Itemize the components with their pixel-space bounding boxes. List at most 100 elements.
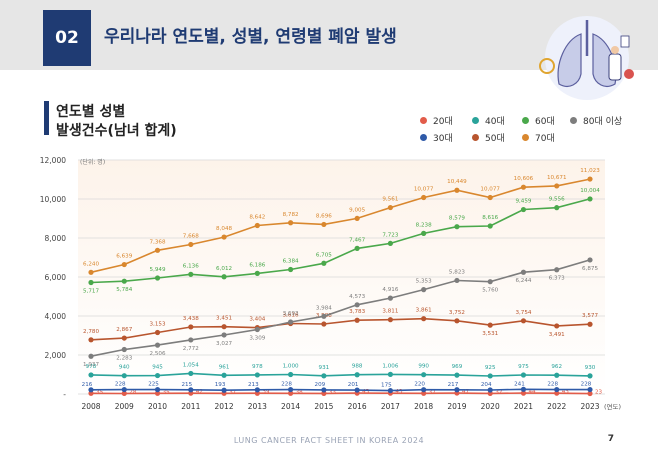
- data-point: [354, 372, 360, 378]
- data-label: 228: [281, 382, 292, 388]
- data-label: 8,579: [449, 216, 465, 222]
- data-label: 925: [485, 365, 496, 371]
- data-point: [321, 221, 327, 228]
- data-label: 3,811: [382, 309, 398, 315]
- chart-subtitle-line2: 발생건수(남녀 합계): [56, 123, 177, 139]
- data-label: 228: [581, 382, 592, 388]
- data-label: 32: [495, 389, 502, 395]
- data-label: 2,283: [116, 355, 132, 361]
- series-line: [90, 372, 591, 377]
- data-point: [354, 215, 360, 222]
- legend-label: 80대 이상: [583, 117, 623, 127]
- data-point: [288, 266, 294, 273]
- data-point: [88, 353, 94, 359]
- legend-swatch: [420, 134, 427, 141]
- data-label: 228: [547, 382, 558, 388]
- y-tick-label: 4,000: [45, 312, 67, 321]
- data-point: [221, 332, 227, 338]
- data-label: 6,875: [582, 266, 598, 272]
- y-tick-label: -: [63, 390, 66, 399]
- data-point: [254, 326, 260, 333]
- data-point: [554, 183, 560, 189]
- data-label: 3,404: [249, 317, 265, 323]
- data-label: 37: [429, 389, 437, 395]
- data-label: 945: [152, 365, 163, 371]
- data-point: [554, 323, 560, 329]
- data-label: 1,937: [83, 362, 99, 368]
- y-tick-label: 8,000: [45, 234, 67, 243]
- legend-swatch: [420, 117, 427, 124]
- data-point: [121, 346, 127, 353]
- data-label: 8,782: [283, 212, 299, 218]
- data-label: 5,823: [449, 269, 465, 275]
- y-tick-label: 2,000: [45, 351, 67, 360]
- y-tick-label: 6,000: [45, 273, 67, 282]
- footer-text: LUNG CANCER FACT SHEET IN KOREA 2024: [233, 436, 425, 445]
- page-number: 7: [607, 434, 614, 444]
- legend-item: 60대: [522, 114, 555, 127]
- data-label: 3,984: [316, 305, 332, 311]
- x-unit-label: (연도): [604, 403, 621, 411]
- data-point: [188, 271, 194, 277]
- x-tick-label: 2018: [414, 402, 433, 411]
- data-point: [121, 373, 127, 379]
- data-point: [587, 321, 593, 327]
- data-point: [221, 324, 227, 330]
- data-label: 175: [381, 383, 392, 389]
- data-label: 975: [518, 364, 529, 370]
- legend-swatch: [472, 134, 479, 141]
- data-point: [387, 204, 393, 211]
- data-label: 209: [315, 382, 326, 388]
- data-label: 3,491: [549, 332, 565, 338]
- data-label: 43: [562, 389, 570, 395]
- data-label: 204: [481, 382, 492, 388]
- data-point: [487, 387, 493, 393]
- data-point: [554, 386, 560, 393]
- data-label: 4,573: [349, 294, 365, 300]
- legend-swatch: [472, 117, 479, 124]
- magnifier-icon: [539, 58, 555, 74]
- lung-left-icon: [557, 33, 582, 87]
- legend-label: 20대: [433, 117, 453, 127]
- data-label: 9,005: [349, 207, 365, 213]
- data-label: 940: [119, 365, 130, 371]
- data-label: 1,006: [382, 363, 398, 369]
- data-label: 930: [585, 365, 596, 371]
- data-label: 2,780: [83, 329, 99, 335]
- data-label: 5,784: [116, 287, 132, 293]
- data-point: [421, 194, 427, 201]
- data-point: [554, 372, 560, 378]
- subtitle-accent-bar: [44, 101, 49, 135]
- data-label: 6,012: [216, 266, 232, 272]
- data-point: [520, 386, 527, 392]
- data-label: 201: [348, 382, 359, 388]
- data-point: [321, 260, 327, 266]
- data-point: [154, 342, 161, 348]
- data-point: [487, 373, 493, 379]
- data-label: 10,449: [447, 179, 467, 185]
- data-label: 228: [115, 382, 126, 388]
- data-label: 7,368: [150, 239, 166, 245]
- data-point: [454, 277, 460, 284]
- data-point: [88, 387, 94, 393]
- data-label: 3,309: [249, 335, 265, 341]
- data-point: [254, 222, 260, 229]
- x-tick-label: 2013: [248, 402, 267, 411]
- data-point: [587, 390, 593, 397]
- legend-label: 50대: [485, 134, 505, 144]
- data-label: 6,705: [316, 252, 332, 258]
- data-point: [254, 372, 260, 378]
- x-tick-label: 2019: [447, 402, 466, 411]
- data-point: [121, 261, 127, 268]
- data-label: 6,639: [116, 254, 132, 260]
- data-point: [454, 372, 460, 378]
- data-point: [487, 223, 493, 229]
- data-point: [354, 245, 360, 251]
- data-point: [387, 240, 393, 247]
- x-tick-label: 2010: [148, 402, 167, 411]
- data-point: [288, 390, 294, 396]
- data-point: [487, 279, 493, 285]
- data-point: [188, 387, 194, 393]
- data-point: [487, 322, 493, 328]
- data-label: 3,861: [416, 308, 432, 314]
